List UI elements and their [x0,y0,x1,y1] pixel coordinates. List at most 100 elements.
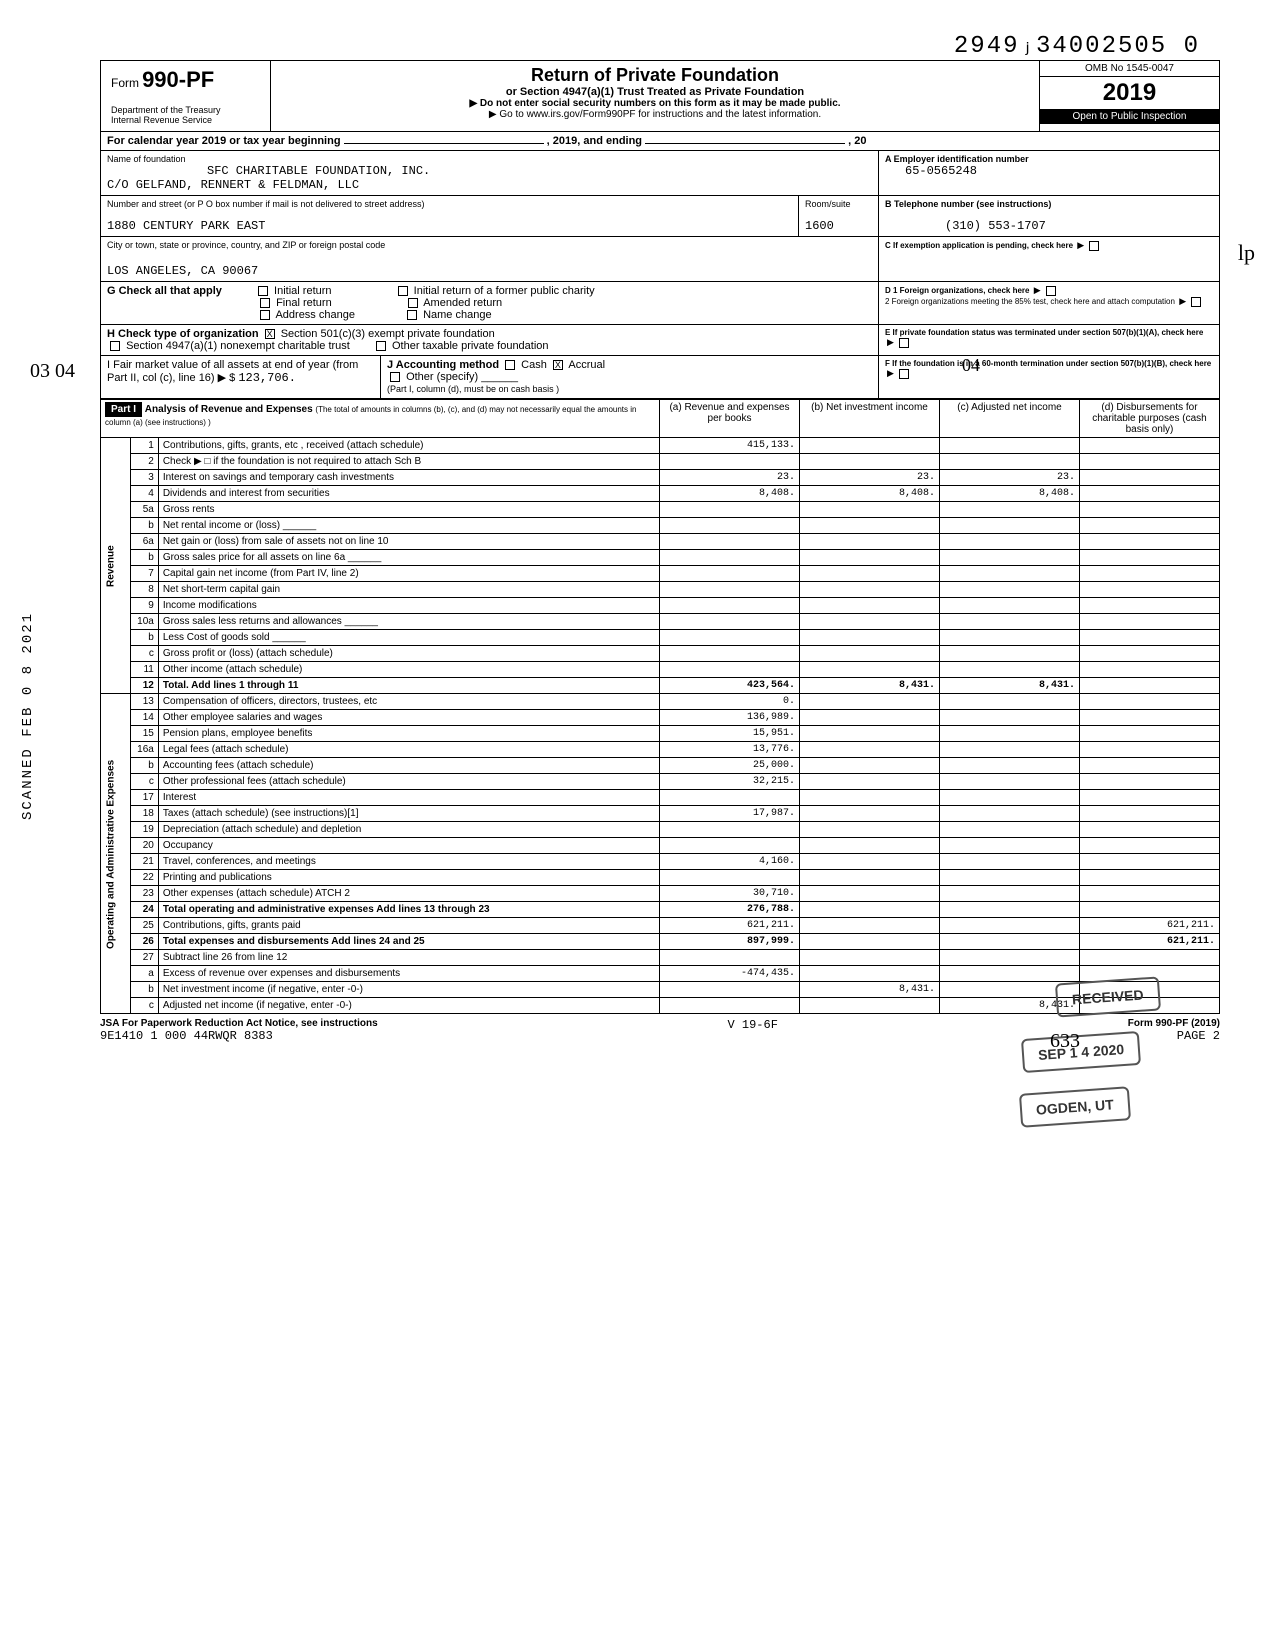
room-value: 1600 [805,219,872,233]
handwritten-page: 633 [1050,1030,1080,1053]
line-value-c [940,454,1080,470]
department-label: Department of the Treasury Internal Reve… [111,105,260,125]
f-check[interactable] [899,369,909,379]
line-value-b [800,726,940,742]
j-acc-check[interactable]: X [553,360,563,370]
table-row: Revenue1Contributions, gifts, grants, et… [101,438,1220,454]
line-value-d [1080,614,1220,630]
line-value-c [940,742,1080,758]
line-value-d [1080,694,1220,710]
table-row: 21Travel, conferences, and meetings4,160… [101,854,1220,870]
line-value-b [800,758,940,774]
line-number: 5a [130,502,158,518]
line-value-b [800,694,940,710]
j-cash-check[interactable] [505,360,515,370]
line-value-c [940,662,1080,678]
line-description: Compensation of officers, directors, tru… [158,694,659,710]
g-final-check[interactable] [260,298,270,308]
line-value-c [940,518,1080,534]
line-number: 20 [130,838,158,854]
line-description: Net rental income or (loss) ______ [158,518,659,534]
line-description: Subtract line 26 from line 12 [158,950,659,966]
c-checkbox[interactable] [1089,241,1099,251]
line-value-d: 621,211. [1080,934,1220,950]
g-amend-check[interactable] [408,298,418,308]
form-note1: ▶ Do not enter social security numbers o… [275,98,1035,109]
g-name-check[interactable] [407,310,417,320]
line-description: Pension plans, employee benefits [158,726,659,742]
handwritten-lp: lp [1238,240,1255,266]
line-number: b [130,982,158,998]
calendar-mid: , 2019, and ending [547,135,642,147]
line-value-c [940,886,1080,902]
line-value-c [940,598,1080,614]
line-number: c [130,774,158,790]
h-501c3-check[interactable]: X [265,329,275,339]
table-row: 23Other expenses (attach schedule) ATCH … [101,886,1220,902]
line-value-c [940,502,1080,518]
g-addr-check[interactable] [260,310,270,320]
line-number: b [130,630,158,646]
line-value-b [800,838,940,854]
g-initial-check[interactable] [258,286,268,296]
line-value-a [660,582,800,598]
line-value-c [940,614,1080,630]
j-other-check[interactable] [390,372,400,382]
line-value-d [1080,470,1220,486]
h-other-check[interactable] [376,341,386,351]
line-number: 16a [130,742,158,758]
line-value-d [1080,646,1220,662]
form-subtitle: or Section 4947(a)(1) Trust Treated as P… [275,86,1035,98]
table-row: cAdjusted net income (if negative, enter… [101,998,1220,1014]
line-description: Total operating and administrative expen… [158,902,659,918]
line-number: 1 [130,438,158,454]
line-description: Less Cost of goods sold ______ [158,630,659,646]
line-value-d [1080,518,1220,534]
table-row: 11Other income (attach schedule) [101,662,1220,678]
date-stamp: SEP 1 4 2020 [1021,1031,1141,1073]
table-row: 19Depreciation (attach schedule) and dep… [101,822,1220,838]
line-value-d [1080,582,1220,598]
h-4947: Section 4947(a)(1) nonexempt charitable … [126,340,350,352]
d1-check[interactable] [1046,286,1056,296]
h-4947-check[interactable] [110,341,120,351]
form-title: Return of Private Foundation [275,65,1035,86]
line-value-b: 8,431. [800,678,940,694]
line-value-d [1080,806,1220,822]
line-description: Contributions, gifts, grants paid [158,918,659,934]
d2-label: 2 Foreign organizations meeting the 85% … [885,297,1175,306]
table-row: bLess Cost of goods sold ______ [101,630,1220,646]
g-final: Final return [276,297,332,309]
revenue-section-label: Revenue [101,438,131,694]
g-addr: Address change [275,309,355,321]
line-value-d [1080,774,1220,790]
e-label: E If private foundation status was termi… [885,328,1203,337]
line-value-c [940,854,1080,870]
table-row: 25Contributions, gifts, grants paid621,2… [101,918,1220,934]
line-description: Check ▶ □ if the foundation is not requi… [158,454,659,470]
line-number: 3 [130,470,158,486]
line-value-a [660,998,800,1014]
line-number: b [130,758,158,774]
line-number: 14 [130,710,158,726]
g-former-check[interactable] [398,286,408,296]
line-value-a: 136,989. [660,710,800,726]
g-initial: Initial return [274,285,331,297]
g-label: G Check all that apply [107,285,222,297]
e-check[interactable] [899,338,909,348]
room-label: Room/suite [805,199,872,209]
line-value-c [940,630,1080,646]
line-value-b [800,614,940,630]
line-value-a: 13,776. [660,742,800,758]
line-value-c [940,774,1080,790]
d2-check[interactable] [1191,297,1201,307]
line-value-d [1080,534,1220,550]
line-number: 12 [130,678,158,694]
line-description: Taxes (attach schedule) (see instruction… [158,806,659,822]
line-value-b [800,790,940,806]
line-value-d [1080,758,1220,774]
line-value-a: -474,435. [660,966,800,982]
line-value-b [800,566,940,582]
line-value-a: 32,215. [660,774,800,790]
line-description: Other income (attach schedule) [158,662,659,678]
